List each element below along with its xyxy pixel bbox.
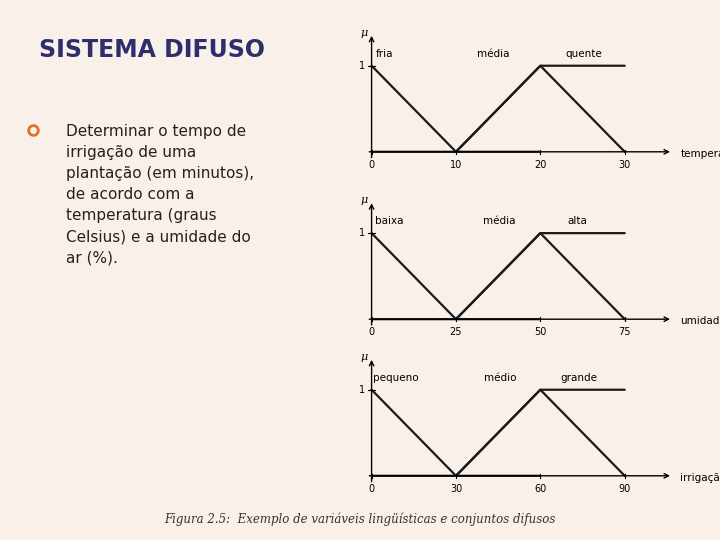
Text: 0: 0 bbox=[369, 483, 374, 494]
Text: 0: 0 bbox=[369, 327, 374, 337]
Text: fria: fria bbox=[376, 49, 393, 59]
Text: médio: médio bbox=[484, 373, 516, 383]
Text: 30: 30 bbox=[450, 483, 462, 494]
Text: 90: 90 bbox=[618, 483, 631, 494]
Text: baixa: baixa bbox=[375, 216, 403, 226]
Text: média: média bbox=[477, 49, 510, 59]
Text: média: média bbox=[483, 216, 516, 226]
Text: 1: 1 bbox=[359, 60, 365, 71]
Text: 1: 1 bbox=[359, 228, 365, 238]
Text: 10: 10 bbox=[450, 159, 462, 170]
Text: quente: quente bbox=[566, 49, 603, 59]
Text: 20: 20 bbox=[534, 159, 546, 170]
Text: μ: μ bbox=[361, 195, 368, 205]
Text: irrigação: irrigação bbox=[680, 472, 720, 483]
Text: pequeno: pequeno bbox=[373, 373, 418, 383]
Text: 1: 1 bbox=[359, 384, 365, 395]
Text: SISTEMA DIFUSO: SISTEMA DIFUSO bbox=[40, 38, 266, 62]
Text: temperatura: temperatura bbox=[680, 148, 720, 159]
Text: 60: 60 bbox=[534, 483, 546, 494]
Text: 0: 0 bbox=[369, 159, 374, 170]
Text: 25: 25 bbox=[450, 327, 462, 337]
Text: Determinar o tempo de
irrigação de uma
plantação (em minutos),
de acordo com a
t: Determinar o tempo de irrigação de uma p… bbox=[66, 124, 254, 265]
Text: μ: μ bbox=[361, 28, 368, 38]
Text: 50: 50 bbox=[534, 327, 546, 337]
Text: umidade: umidade bbox=[680, 316, 720, 326]
Text: 75: 75 bbox=[618, 327, 631, 337]
Text: alta: alta bbox=[567, 216, 588, 226]
Text: grande: grande bbox=[560, 373, 597, 383]
Text: 30: 30 bbox=[618, 159, 631, 170]
Text: μ: μ bbox=[361, 352, 368, 362]
Text: Figura 2.5:  Exemplo de variáveis lingüísticas e conjuntos difusos: Figura 2.5: Exemplo de variáveis lingüís… bbox=[164, 513, 556, 526]
